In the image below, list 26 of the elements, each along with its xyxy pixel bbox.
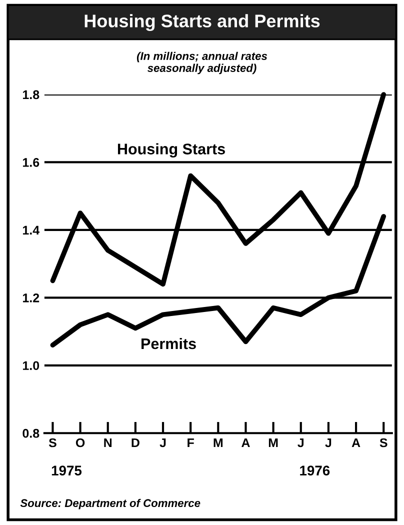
source-note: Source: Department of Commerce — [20, 498, 200, 510]
x-tick-label: N — [104, 438, 112, 448]
y-tick-label: 0.8 — [22, 428, 40, 438]
y-tick-label: 1.8 — [22, 90, 40, 100]
y-tick-label: 1.4 — [22, 226, 40, 234]
chart-title: Housing Starts and Permits — [84, 14, 320, 32]
x-tick-label: M — [268, 438, 278, 448]
x-tick-label: J — [298, 438, 304, 448]
x-tick-label: M — [214, 438, 223, 448]
series-label: Permits — [142, 338, 196, 350]
text: Housing Starts — [118, 143, 225, 158]
y-tick-label: 1.2 — [22, 293, 40, 302]
x-tick-label: S — [48, 438, 56, 448]
x-tick-label: S — [380, 438, 388, 448]
text: 1976 — [300, 466, 330, 476]
x-tick-label: O — [76, 438, 85, 448]
x-tick-label: J — [325, 438, 332, 448]
chart-subtitle: (In millions; annual rates seasonally adjusted) — [136, 52, 268, 74]
x-tick-label: A — [352, 438, 360, 448]
y-tick-label: 1.6 — [22, 158, 40, 167]
x-tick-label: D — [132, 438, 140, 448]
x-tick-label: F — [188, 438, 194, 448]
x-tick-label: A — [242, 438, 250, 448]
x-tick-label: J — [160, 438, 166, 448]
y-tick-label: 1.0 — [22, 361, 40, 370]
text: 1975 — [52, 466, 82, 476]
